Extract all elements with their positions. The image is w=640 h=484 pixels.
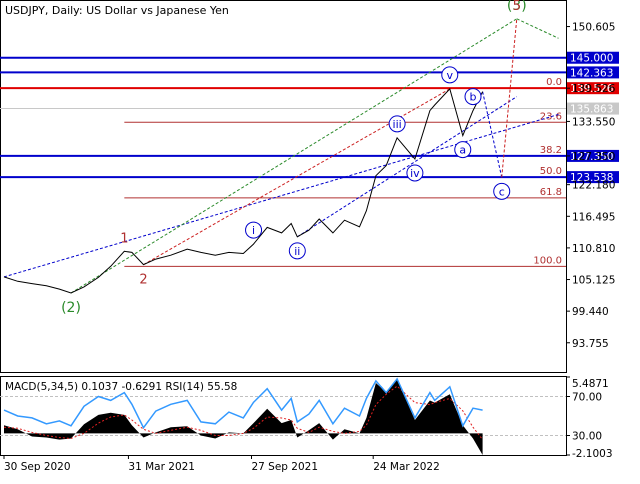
wave-label: b (470, 91, 477, 104)
projections-group (482, 18, 559, 178)
wave-labels-group: (2)(3)12345iiiiiiivvabc (61, 0, 527, 316)
wave-label: (3) (507, 0, 527, 14)
level-tag (567, 66, 619, 79)
fib-label: 23.6 (540, 111, 562, 122)
fib-label: 50.0 (540, 166, 562, 177)
price-tick-label: 105.125 (572, 275, 615, 287)
wave-label: i (252, 224, 255, 237)
wave-label: 1 (120, 231, 128, 246)
price-tick-label: 139.526 (572, 83, 616, 95)
wave-label: v (447, 69, 454, 82)
price-tick-label: 93.755 (572, 338, 609, 350)
wave-label: iv (410, 167, 420, 180)
wave-circle (388, 115, 406, 133)
wave-label: iii (393, 118, 402, 131)
level-tag (567, 149, 619, 162)
time-axis: 30 Sep 2020 31 Mar 2021 27 Sep 2021 24 Mar … (3, 455, 440, 473)
level-tag-label: 127.350 (570, 151, 613, 163)
level-tag-label: 135.863 (570, 104, 613, 116)
indicator-tick-label: 5.4871 (572, 378, 609, 390)
trend-line (297, 96, 518, 238)
level-tag (567, 102, 619, 115)
price-tick-label: 122.180 (572, 180, 615, 192)
level-tag-label: 142.363 (570, 67, 613, 79)
time-tick-label: 24 Mar 2022 (373, 461, 440, 473)
wave-label: 5 (513, 0, 521, 14)
time-tick-label: 31 Mar 2021 (128, 461, 195, 473)
time-tick-label: 30 Sep 2020 (4, 461, 71, 473)
trend-lines-group (3, 18, 559, 294)
price-tick-label: 116.495 (572, 211, 615, 223)
fib-label: 61.8 (540, 187, 562, 198)
rsi-line (3, 377, 483, 430)
fib-label: 38.2 (540, 145, 562, 156)
indicator-label: MACD(5,34,5) 0.1037 -0.6291 RSI(14) 55.5… (5, 381, 237, 393)
indicator-pane (0, 377, 566, 455)
price-tick-label: 110.810 (572, 243, 615, 255)
indicator-tick-label: 70.00 (572, 392, 602, 404)
trend-line (70, 18, 518, 294)
wave-circle (441, 66, 459, 84)
level-tag-label: 145.000 (570, 53, 613, 65)
level-tag-label: 139.526 (570, 83, 614, 95)
wave-circle (245, 221, 263, 239)
fib-label: 100.0 (533, 255, 562, 266)
wave-label: ii (294, 245, 300, 258)
projection-line (501, 18, 518, 178)
projection-line (516, 18, 559, 39)
level-tag-label: 123.538 (570, 172, 613, 184)
level-tag (567, 82, 619, 95)
wave-label: c (499, 185, 505, 198)
wave-circle (464, 88, 482, 106)
macd-histogram (4, 378, 483, 455)
wave-label: 2 (139, 273, 147, 288)
trend-line (3, 113, 559, 278)
price-tick-label: 127.350 (572, 151, 615, 163)
price-tick-label: 150.605 (572, 22, 615, 34)
indicator-axis: 5.4871 70.00 30.00 -2.1003 (566, 376, 613, 460)
indicator-tick-label: -2.1003 (572, 448, 613, 460)
wave-circle (288, 242, 306, 260)
chart-title: USDJPY, Daily: US Dollar vs Japanese Yen (5, 4, 229, 17)
price-tick-label: 133.550 (572, 116, 615, 128)
horizontal-levels-group (0, 56, 566, 179)
indicator-frame (0, 376, 567, 456)
price-axis: 145.000 142.363 139.526 135.863 127.350 123.5… (566, 22, 619, 350)
price-tick-label: 99.440 (572, 306, 609, 318)
wave-label: (2) (61, 300, 81, 316)
price-line (3, 87, 484, 294)
main-plot-frame (0, 0, 567, 373)
wave-circle (454, 141, 472, 159)
wave-circle (406, 164, 424, 182)
fib-label: 0.0 (546, 77, 562, 88)
time-tick-label: 27 Sep 2021 (251, 461, 318, 473)
wave-circle (493, 182, 511, 200)
indicator-tick-label: 30.00 (572, 431, 602, 443)
wave-label: a (459, 144, 466, 157)
level-tag (567, 171, 619, 184)
level-tag (567, 51, 619, 64)
trend-line (143, 88, 451, 266)
